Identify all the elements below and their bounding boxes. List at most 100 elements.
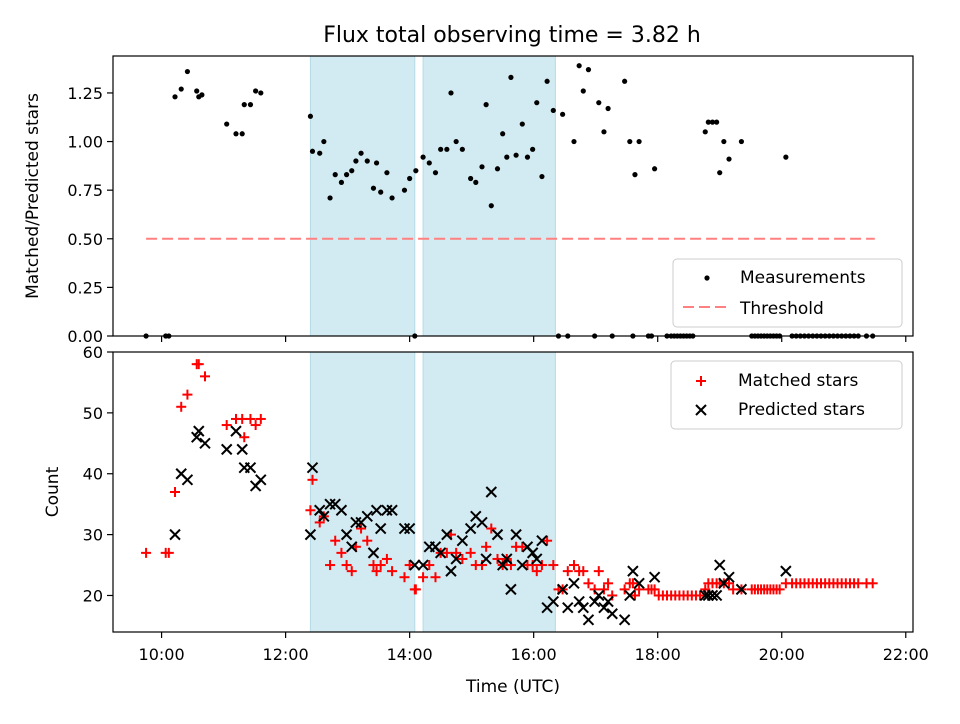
predicted-star-point-b [230,425,242,437]
predicted-star-point [361,510,373,523]
top-y-axis-label: Matched/Predicted stars [23,93,43,299]
matched-star-point [867,578,878,589]
bottom-x-tick-label: 14:00 [387,645,433,664]
predicted-star-point [314,504,326,516]
measurement-point [544,78,550,84]
bottom-x-tick-label: 12:00 [263,645,309,664]
measurement-point [530,146,536,152]
measurement-point [389,195,395,201]
predicted-star-point [516,559,529,571]
predicted-star-point-b [236,443,248,456]
predicted-star-point-b [714,559,726,571]
measurement-point [519,121,525,127]
predicted-star-point-b [573,595,585,608]
predicted-star-point-b [706,589,719,602]
predicted-star-point-b [606,608,618,620]
measurement-point [504,154,510,160]
measurement-point [194,88,200,94]
measurement-point [508,74,514,80]
predicted-star-point-b [568,577,580,590]
measurement-point [426,160,432,166]
predicted-star-point [464,522,477,535]
predicted-star-point-b [505,583,517,596]
predicted-star-point-b [562,601,574,614]
predicted-star-point-b [588,595,601,608]
matched-star-point [199,371,210,382]
measurement-point [307,113,314,119]
measurement-point [560,111,566,117]
predicted-star-point [618,614,631,626]
matched-stars-points [141,359,878,601]
measurement-point [370,185,377,191]
matched-star-point [141,547,152,558]
matched-star-point [430,572,441,583]
predicted-star-point-b [547,595,560,608]
predicted-star-point [526,547,539,559]
measurement-point [373,160,380,166]
matched-star-point [593,566,604,577]
predicted-star-point [476,516,488,529]
measurement-point [224,121,230,127]
measurement-point [483,102,489,108]
predicted-star-point [324,498,336,510]
shaded-interval-bottom-1 [422,351,556,633]
predicted-star-point-b [510,528,522,541]
matched-star-point [307,474,318,485]
predicted-star-point [445,565,457,577]
predicted-star-point-b [335,504,348,516]
predicted-star-point [606,608,618,620]
predicted-star-point-b [417,559,429,571]
predicted-star-point-b [429,541,442,553]
measurement-point [636,138,642,145]
measurement-point [468,175,474,182]
legend-predicted-label: Predicted stars [738,400,865,420]
measurement-point [705,119,711,125]
legend-measurements-marker [704,275,710,281]
bottom-axes-frame [112,351,914,633]
predicted-star-point [501,553,513,565]
predicted-star-point-b [370,504,383,516]
matched-star-point [239,432,250,443]
predicted-star-point-b [723,571,735,583]
measurement-point [378,189,384,195]
predicted-star-point-b [398,522,411,535]
bottom-shaded-intervals [309,351,556,633]
bottom-x-tick-label: 20:00 [759,645,805,664]
matched-star-point [607,590,618,601]
measurement-point [199,92,205,98]
matched-star-point [250,420,261,431]
matched-star-point [356,523,367,534]
predicted-star-point-b [255,474,267,486]
legend-threshold-label: Threshold [739,299,824,319]
predicted-star-point-b [199,437,211,450]
predicted-star-point-b [318,510,330,523]
predicted-star-point [381,504,393,516]
measurement-point [453,138,459,145]
matched-star-point [387,566,398,577]
predicted-star-point-b [598,601,610,614]
measurement-point [622,78,628,84]
predicted-star-point [505,583,517,596]
predicted-star-point-b [531,553,543,565]
matched-star-point [536,560,547,571]
predicted-star-point [582,614,595,626]
predicted-stars-points [169,425,792,626]
predicted-star-point-b [526,547,539,559]
bottom-y-tick-label: 50 [83,404,103,423]
matched-star-point [486,523,497,534]
matched-star-point [441,547,452,558]
measurement-point [479,164,485,170]
measurement-point [338,179,345,185]
measurement-point [717,170,723,176]
matched-star-point [255,413,266,424]
top-x-ticks [160,336,907,342]
measurement-point [349,168,355,174]
measurement-point [539,173,545,180]
measurement-point [494,166,501,172]
predicted-star-point-b [556,583,569,596]
matched-star-point [619,584,630,595]
matched-star-point [182,389,193,400]
predicted-star-point-b [346,541,358,553]
matched-star-point [578,566,589,577]
predicted-star-point [556,583,569,596]
